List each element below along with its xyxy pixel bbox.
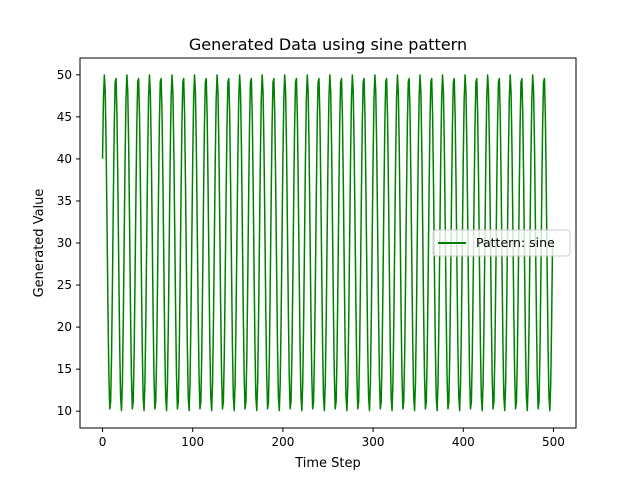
x-tick-label: 500 xyxy=(542,435,565,449)
series-layer xyxy=(101,74,554,412)
y-tick-label: 25 xyxy=(57,278,72,292)
y-tick-label: 45 xyxy=(57,110,72,124)
y-tick-label: 30 xyxy=(57,236,72,250)
y-tick-label: 20 xyxy=(57,320,72,334)
x-axis-ticks: 0 100 200 300 400 500 xyxy=(99,428,565,449)
series-line xyxy=(101,74,554,412)
legend-label: Pattern: sine xyxy=(476,235,555,250)
y-tick-label: 50 xyxy=(57,68,72,82)
x-tick-label: 400 xyxy=(452,435,475,449)
legend-frame xyxy=(432,229,571,257)
x-tick-label: 0 xyxy=(99,435,107,449)
y-tick-label: 35 xyxy=(57,194,72,208)
y-tick-label: 40 xyxy=(57,152,72,166)
x-tick-label: 300 xyxy=(362,435,385,449)
legend: Pattern: sine xyxy=(432,229,571,257)
chart-title: Generated Data using sine pattern xyxy=(189,35,467,54)
y-tick-label: 10 xyxy=(57,404,72,418)
y-axis-ticks: 10 15 20 25 30 35 40 45 50 xyxy=(57,68,80,418)
x-tick-label: 200 xyxy=(271,435,294,449)
y-axis-label: Generated Value xyxy=(32,189,47,298)
y-tick-label: 15 xyxy=(57,362,72,376)
x-tick-label: 100 xyxy=(181,435,204,449)
x-axis-label: Time Step xyxy=(294,456,361,471)
